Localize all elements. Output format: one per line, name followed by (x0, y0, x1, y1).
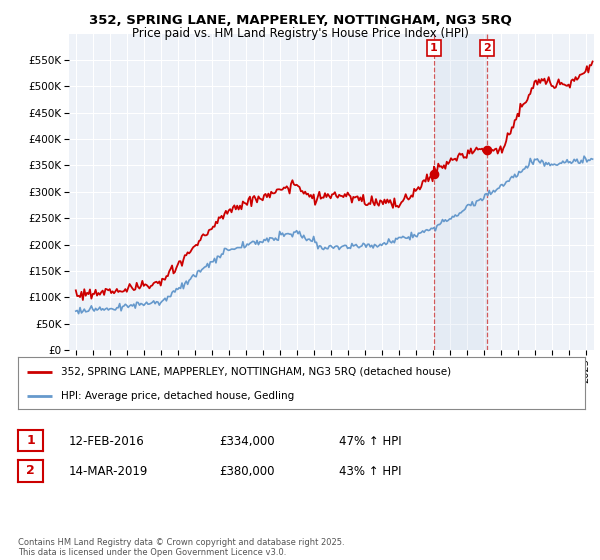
Text: 12-FEB-2016: 12-FEB-2016 (69, 435, 145, 448)
Text: 14-MAR-2019: 14-MAR-2019 (69, 465, 148, 478)
Text: 47% ↑ HPI: 47% ↑ HPI (339, 435, 401, 448)
Text: 352, SPRING LANE, MAPPERLEY, NOTTINGHAM, NG3 5RQ (detached house): 352, SPRING LANE, MAPPERLEY, NOTTINGHAM,… (61, 367, 451, 377)
Text: HPI: Average price, detached house, Gedling: HPI: Average price, detached house, Gedl… (61, 391, 294, 401)
Text: 1: 1 (26, 434, 35, 447)
Text: Contains HM Land Registry data © Crown copyright and database right 2025.
This d: Contains HM Land Registry data © Crown c… (18, 538, 344, 557)
Text: 2: 2 (26, 464, 35, 478)
Text: Price paid vs. HM Land Registry's House Price Index (HPI): Price paid vs. HM Land Registry's House … (131, 27, 469, 40)
Bar (434, 34, 487, 350)
Text: £334,000: £334,000 (219, 435, 275, 448)
Text: 352, SPRING LANE, MAPPERLEY, NOTTINGHAM, NG3 5RQ: 352, SPRING LANE, MAPPERLEY, NOTTINGHAM,… (89, 14, 511, 27)
Text: 1: 1 (430, 43, 438, 53)
Text: 43% ↑ HPI: 43% ↑ HPI (339, 465, 401, 478)
Text: 2: 2 (483, 43, 491, 53)
Text: £380,000: £380,000 (219, 465, 275, 478)
